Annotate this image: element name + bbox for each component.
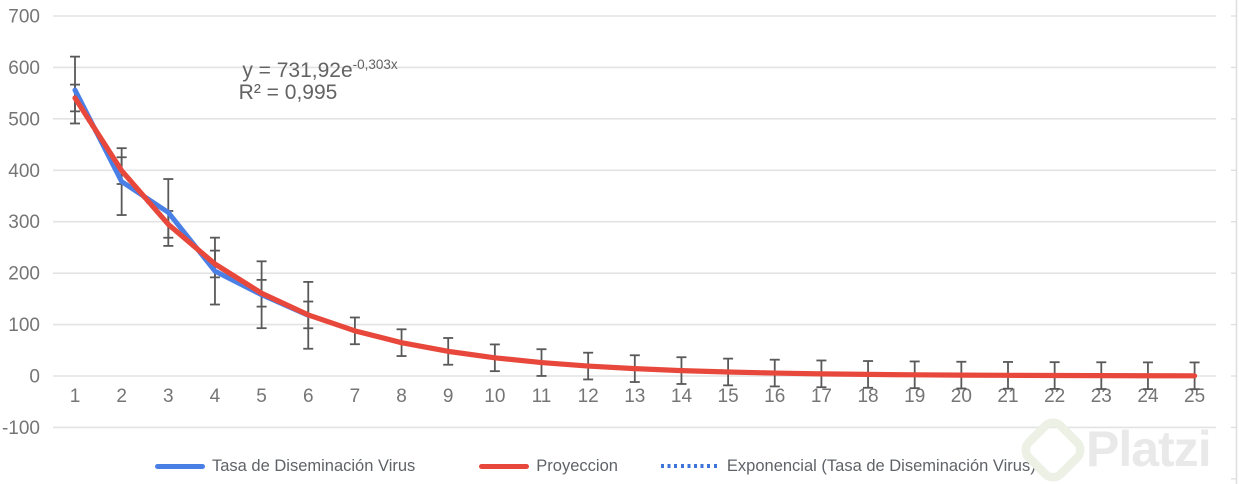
svg-text:10: 10 [484,386,505,407]
r-squared: R² = 0,995 [238,81,338,104]
gridlines [53,15,1216,429]
svg-text:25: 25 [1184,386,1205,407]
svg-text:700: 700 [8,7,40,28]
right-edge-ruler [1231,0,1238,484]
svg-text:-100: -100 [2,418,40,439]
svg-text:22: 22 [1044,386,1065,407]
svg-text:15: 15 [718,386,739,407]
legend-label-proyeccion: Proyeccion [536,456,618,475]
svg-text:500: 500 [8,109,40,130]
error-bars-proyeccion [70,83,1200,391]
svg-text:24: 24 [1137,386,1159,407]
svg-text:13: 13 [624,386,645,407]
svg-text:8: 8 [396,386,407,407]
svg-text:14: 14 [671,386,693,407]
svg-text:23: 23 [1091,386,1112,407]
svg-text:18: 18 [857,386,878,407]
svg-text:3: 3 [163,386,174,407]
series-proyeccion-line [72,95,1198,379]
legend-swatch-proyeccion [479,463,530,469]
x-axis-labels: 1 2 3 4 5 6 7 8 9 10 11 12 13 14 15 16 17 18 19 20 21 22 23 24 2… [70,386,1205,407]
svg-text:11: 11 [532,386,552,407]
svg-text:0: 0 [29,367,40,388]
svg-text:20: 20 [951,386,972,407]
legend-swatch-tasa [155,463,205,469]
series-exponencial-trendline [73,97,1195,378]
svg-text:4: 4 [210,386,221,407]
svg-text:600: 600 [8,58,40,79]
trendline-equation: y = 731,92e-0,303x R² = 0,995 [168,57,408,104]
svg-text:7: 7 [350,386,361,407]
y-axis-labels: 700 600 500 400 300 200 100 0 -100 [2,7,40,439]
svg-text:6: 6 [303,386,314,407]
series-tasa-line [72,87,311,318]
legend-label-tasa: Tasa de Diseminación Virus [212,456,416,475]
svg-text:1: 1 [70,386,81,407]
legend: Tasa de Diseminación Virus Proyeccion Ex… [155,454,1036,478]
svg-text:400: 400 [8,161,40,182]
svg-text:300: 300 [8,212,40,233]
svg-text:2: 2 [116,386,127,407]
legend-item-exponencial: Exponencial (Tasa de Diseminación Virus) [660,456,1036,476]
svg-text:19: 19 [904,386,925,407]
svg-text:17: 17 [811,386,832,407]
svg-text:100: 100 [8,315,40,336]
svg-text:12: 12 [578,386,599,407]
equation-exponent: -0,303x [352,57,398,72]
legend-label-exponencial: Exponencial (Tasa de Diseminación Virus) [726,456,1036,475]
svg-text:16: 16 [764,386,785,407]
legend-item-tasa: Tasa de Diseminación Virus [155,457,415,476]
svg-text:9: 9 [443,386,454,407]
svg-text:200: 200 [8,264,40,285]
legend-swatch-exponencial [660,464,720,468]
equation-line: y = 731,92e-0,303x [168,57,408,82]
equation-prefix: y = 731,92e [242,59,353,82]
legend-item-proyeccion: Proyeccion [479,457,618,476]
svg-text:5: 5 [256,386,267,407]
svg-text:21: 21 [997,386,1018,407]
